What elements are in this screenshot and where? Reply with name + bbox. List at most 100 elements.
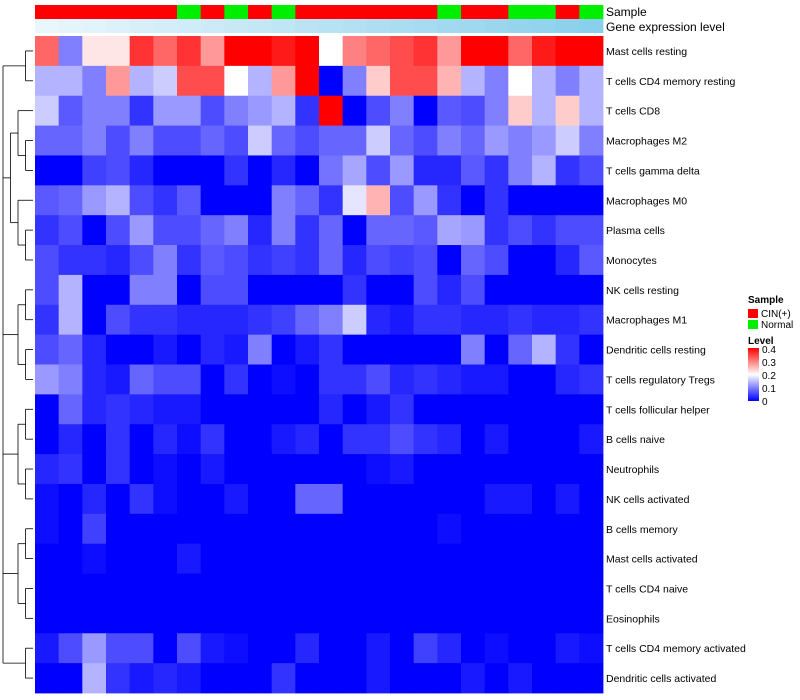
heatmap-cell <box>579 215 604 246</box>
heatmap-cell <box>153 36 178 67</box>
heatmap-cell <box>58 513 83 545</box>
heatmap-cell <box>366 633 391 664</box>
legend-tick-0-1: 0.1 <box>762 384 776 395</box>
heatmap-cell <box>295 573 320 604</box>
heatmap-cell <box>153 483 178 515</box>
heatmap-cell <box>153 185 178 216</box>
heatmap-cell <box>413 245 438 276</box>
heatmap-cell <box>484 95 509 126</box>
heatmap-cells <box>35 36 604 694</box>
heatmap-cell <box>153 95 178 126</box>
row-label: NK cells resting <box>606 285 679 297</box>
heatmap-cell <box>579 603 604 634</box>
expression-annotation-cell <box>461 19 486 33</box>
heatmap-cell <box>271 65 296 97</box>
heatmap-cell <box>153 454 178 485</box>
heatmap-cell <box>555 274 580 306</box>
heatmap-cell <box>224 424 249 455</box>
heatmap-cell <box>153 663 178 694</box>
heatmap-cell <box>35 454 60 485</box>
heatmap-cell <box>35 155 60 186</box>
heatmap-cell <box>295 304 320 336</box>
heatmap-cell <box>295 454 320 485</box>
heatmap-cell <box>200 125 225 156</box>
heatmap-cell <box>555 364 580 395</box>
heatmap-cell <box>437 274 462 306</box>
heatmap-cell <box>579 454 604 485</box>
heatmap-cell <box>58 185 83 216</box>
heatmap-cell <box>248 334 273 365</box>
heatmap-cell <box>177 483 202 515</box>
heatmap-cell <box>248 185 273 216</box>
heatmap-cell <box>579 543 604 574</box>
heatmap-cell <box>437 155 462 186</box>
annotation-bars <box>35 5 604 33</box>
heatmap-cell <box>461 573 486 604</box>
heatmap-cell <box>58 394 83 425</box>
heatmap-cell <box>200 245 225 276</box>
heatmap-cell <box>342 513 367 545</box>
heatmap-cell <box>342 663 367 694</box>
heatmap-cell <box>106 543 131 574</box>
heatmap-cell <box>461 215 486 246</box>
heatmap-cell <box>82 125 107 156</box>
legend-tick-0-3: 0.3 <box>762 358 776 369</box>
heatmap-cell <box>342 36 367 67</box>
heatmap-cell <box>248 394 273 425</box>
heatmap-cell <box>366 65 391 97</box>
heatmap-cell <box>35 663 60 694</box>
heatmap-cell <box>224 185 249 216</box>
heatmap-cell <box>319 633 344 664</box>
heatmap-cell <box>555 155 580 186</box>
heatmap-cell <box>58 573 83 604</box>
heatmap-cell <box>129 304 154 336</box>
heatmap-cell <box>555 36 580 67</box>
heatmap-cell <box>58 663 83 694</box>
heatmap-cell <box>508 185 533 216</box>
heatmap-cell <box>82 454 107 485</box>
heatmap-cell <box>58 633 83 664</box>
heatmap-cell <box>484 304 509 336</box>
heatmap-cell <box>437 125 462 156</box>
heatmap-cell <box>224 483 249 515</box>
heatmap-cell <box>200 424 225 455</box>
heatmap-cell <box>224 603 249 634</box>
heatmap-cell <box>437 334 462 365</box>
heatmap-cell <box>413 185 438 216</box>
heatmap-cell <box>484 215 509 246</box>
heatmap-cell <box>532 543 557 574</box>
heatmap-cell <box>271 513 296 545</box>
heatmap-cell <box>366 513 391 545</box>
heatmap-cell <box>295 603 320 634</box>
heatmap-cell <box>390 483 415 515</box>
heatmap-cell <box>319 394 344 425</box>
heatmap-cell <box>532 185 557 216</box>
heatmap-cell <box>413 215 438 246</box>
sample-annotation-cell <box>58 5 83 19</box>
heatmap-cell <box>248 125 273 156</box>
heatmap-cell <box>58 95 83 126</box>
heatmap-cell <box>35 95 60 126</box>
sample-annotation-cell <box>390 5 415 19</box>
heatmap-cell <box>342 334 367 365</box>
heatmap-cell <box>508 573 533 604</box>
row-label: Macrophages M1 <box>606 315 687 327</box>
heatmap-cell <box>484 424 509 455</box>
heatmap-cell <box>461 394 486 425</box>
heatmap-cell <box>366 125 391 156</box>
heatmap-cell <box>295 155 320 186</box>
heatmap-cell <box>342 573 367 604</box>
heatmap-cell <box>484 513 509 545</box>
heatmap-cell <box>82 65 107 97</box>
heatmap-cell <box>106 603 131 634</box>
heatmap-cell <box>129 65 154 97</box>
sample-annotation-cell <box>295 5 320 19</box>
heatmap-cell <box>248 155 273 186</box>
heatmap-cell <box>200 603 225 634</box>
heatmap-cell <box>532 334 557 365</box>
heatmap-cell <box>366 215 391 246</box>
heatmap-cell <box>532 394 557 425</box>
heatmap-cell <box>437 304 462 336</box>
legend-level-title: Level <box>748 336 774 347</box>
heatmap-cell <box>224 663 249 694</box>
